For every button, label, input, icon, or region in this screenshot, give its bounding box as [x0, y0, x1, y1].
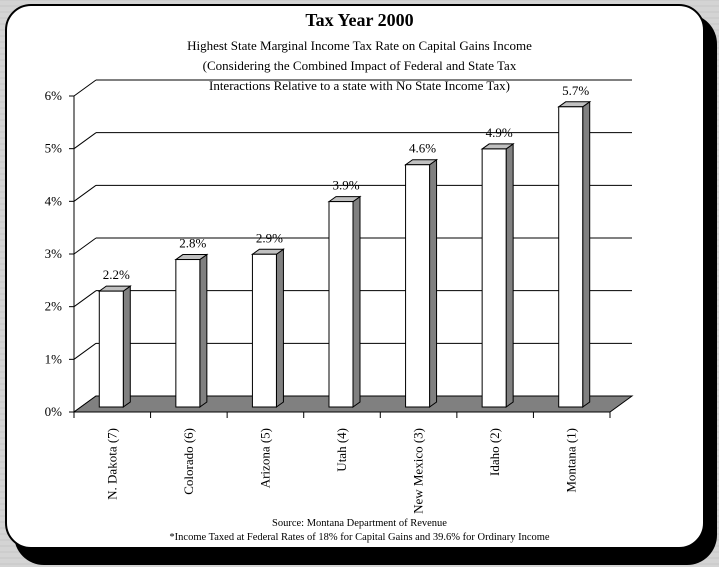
- data-label-arizona-5: 2.9%: [256, 230, 283, 245]
- y-tick-label: 3%: [45, 246, 63, 261]
- chart-subtitle-line-1: Highest State Marginal Income Tax Rate o…: [187, 38, 532, 53]
- bar-side: [352, 195, 361, 408]
- y-tick-label: 5%: [45, 141, 63, 156]
- chart-title: Tax Year 2000: [305, 10, 414, 30]
- data-label-new-mexico-3: 4.6%: [409, 141, 436, 156]
- bar-montana-1: [557, 100, 592, 408]
- source-note: Source: Montana Department of Revenue: [272, 518, 447, 529]
- data-label-utah-4: 3.9%: [332, 178, 359, 193]
- bar-arizona-5: [250, 248, 285, 408]
- gridline-connector: [73, 79, 97, 97]
- data-label-idaho-2: 4.9%: [486, 125, 513, 140]
- bars: 2.2% 2.8% 2.9% 3.9% 4.6% 4.9% 5.7%: [97, 83, 592, 408]
- data-label-n-dakota-7: 2.2%: [103, 267, 130, 282]
- x-tick-label-colorado-6: Colorado (6): [181, 428, 196, 495]
- gridline-connector: [73, 290, 97, 308]
- y-tick-label: 4%: [45, 193, 63, 208]
- bar-side: [429, 158, 438, 408]
- bar-utah-4: [327, 195, 362, 408]
- x-tick-label-idaho-2: Idaho (2): [487, 428, 502, 476]
- gridline-connector: [73, 132, 97, 150]
- x-tick-label-n-dakota-7: N. Dakota (7): [104, 428, 119, 500]
- bar-n-dakota-7: [97, 285, 132, 408]
- x-tick-label-montana-1: Montana (1): [564, 428, 579, 493]
- bar-new-mexico-3: [404, 158, 439, 408]
- bar-front: [175, 259, 201, 408]
- bar-side: [122, 285, 131, 408]
- bar-idaho-2: [480, 142, 515, 408]
- gridline-connector: [73, 237, 97, 255]
- bar-front: [405, 164, 431, 408]
- x-tick-label-new-mexico-3: New Mexico (3): [411, 428, 426, 514]
- bar-side: [582, 100, 591, 408]
- chart-subtitle-line-2: (Considering the Combined Impact of Fede…: [202, 58, 517, 73]
- bar-side: [505, 142, 514, 408]
- bar-front: [481, 148, 507, 408]
- bar-front: [98, 290, 124, 408]
- y-tick-label: 1%: [45, 351, 63, 366]
- chart-subtitle-line-3: Interactions Relative to a state with No…: [208, 78, 510, 93]
- y-tick-label: 2%: [45, 299, 63, 314]
- bar-front: [328, 201, 354, 408]
- gridline-connector: [73, 184, 97, 202]
- x-tick-label-utah-4: Utah (4): [334, 428, 349, 472]
- data-label-montana-1: 5.7%: [562, 83, 589, 98]
- bar-side: [199, 253, 208, 408]
- gridlines: [73, 79, 632, 413]
- gridline-connector: [73, 342, 97, 360]
- data-label-colorado-6: 2.8%: [179, 236, 206, 251]
- y-tick-label: 0%: [45, 404, 63, 419]
- x-tick-label-arizona-5: Arizona (5): [257, 428, 272, 488]
- y-tick-label: 6%: [45, 88, 63, 103]
- footnote: *Income Taxed at Federal Rates of 18% fo…: [169, 532, 550, 543]
- bar-front: [251, 253, 277, 408]
- bar-side: [275, 248, 284, 408]
- bar-colorado-6: [174, 253, 209, 408]
- axes: 0% 1% 2% 3% 4% 5% 6% N. Dakota (7) Colorado (6) A…: [45, 88, 611, 514]
- bar-front: [558, 106, 584, 408]
